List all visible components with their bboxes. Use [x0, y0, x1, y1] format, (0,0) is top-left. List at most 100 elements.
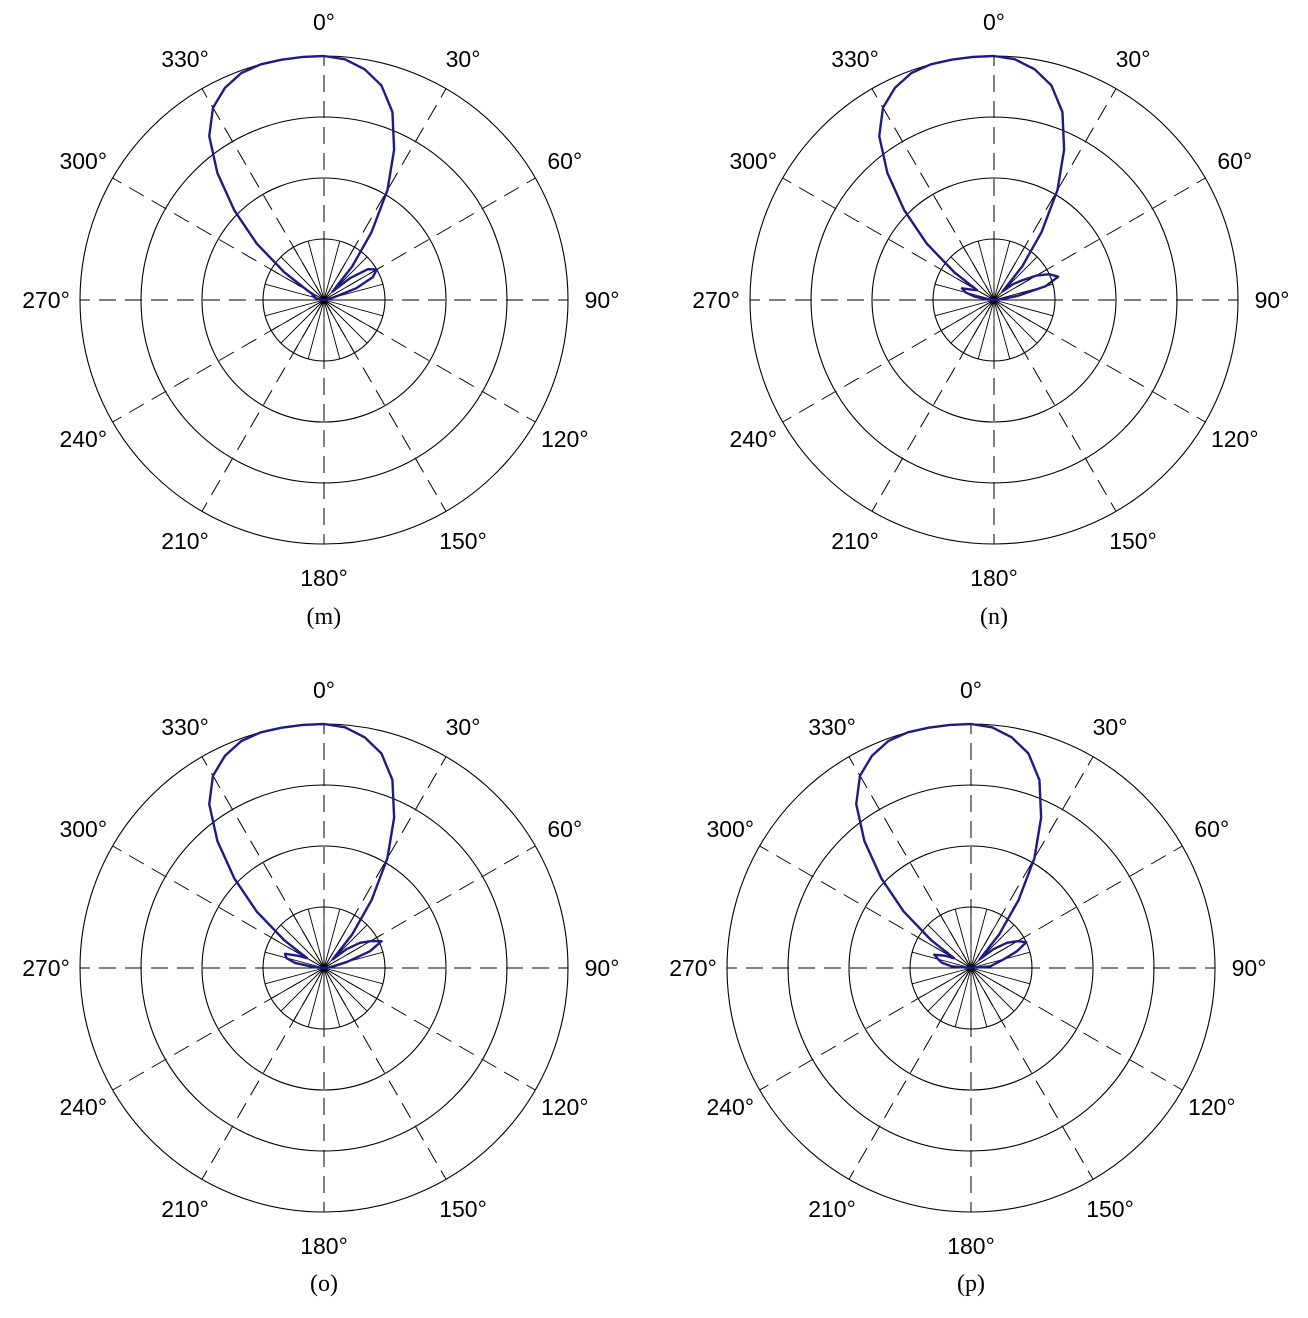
center-spoke-330	[293, 246, 325, 301]
center-spoke-15	[323, 240, 341, 301]
angle-tick-label: 90°	[585, 955, 620, 981]
angle-tick-label: 180°	[947, 1233, 995, 1259]
angle-tick-label: 150°	[439, 528, 487, 554]
angle-tick-label: 90°	[1232, 955, 1267, 981]
center-spoke-15	[970, 908, 988, 969]
angle-tick-label: 150°	[1109, 528, 1157, 554]
center-spoke-105	[323, 299, 384, 317]
center-spoke-330	[293, 914, 325, 969]
center-spoke-330	[940, 914, 972, 969]
angle-tick-label: 30°	[446, 46, 481, 72]
center-spoke-30	[993, 246, 1025, 301]
center-spoke-135	[323, 299, 368, 344]
panel-caption: (o)	[310, 1271, 338, 1297]
center-spoke-225	[280, 299, 325, 344]
angle-tick-label: 330°	[161, 46, 209, 72]
center-spoke-135	[970, 967, 1015, 1012]
angle-tick-label: 0°	[983, 9, 1005, 35]
angle-tick-label: 300°	[59, 148, 107, 174]
panel-caption: (n)	[980, 604, 1008, 630]
center-spoke-225	[950, 299, 995, 344]
center-spoke-240	[940, 299, 995, 331]
angle-tick-label: 180°	[970, 565, 1018, 591]
center-spoke-195	[307, 967, 325, 1028]
center-spoke-45	[323, 256, 368, 301]
angle-tick-label: 120°	[541, 1094, 589, 1120]
angle-tick-label: 0°	[313, 677, 335, 703]
center-spoke-30	[970, 914, 1002, 969]
center-spoke-345	[977, 240, 995, 301]
angle-tick-label: 30°	[446, 714, 481, 740]
center-spoke-315	[280, 256, 325, 301]
center-spoke-240	[270, 299, 325, 331]
angle-tick-label: 330°	[831, 46, 879, 72]
angle-tick-label: 60°	[547, 148, 582, 174]
center-spoke-300	[270, 937, 325, 969]
angle-tick-label: 270°	[669, 955, 717, 981]
center-spoke-150	[993, 299, 1025, 354]
angle-tick-label: 180°	[300, 1233, 348, 1259]
angle-tick-label: 270°	[22, 955, 70, 981]
angle-tick-label: 60°	[1217, 148, 1252, 174]
angle-tick-label: 270°	[692, 287, 740, 313]
angle-tick-label: 330°	[808, 714, 856, 740]
angle-tick-label: 300°	[59, 816, 107, 842]
radiation-pattern-line	[855, 722, 1043, 970]
center-spoke-120	[323, 299, 378, 331]
center-spoke-150	[323, 967, 355, 1022]
center-spoke-45	[993, 256, 1038, 301]
angle-tick-label: 300°	[706, 816, 754, 842]
angle-tick-label: 210°	[161, 1196, 209, 1222]
center-spoke-345	[307, 240, 325, 301]
center-spoke-315	[950, 256, 995, 301]
center-spoke-30	[323, 914, 355, 969]
center-spoke-195	[307, 299, 325, 360]
center-spoke-315	[280, 924, 325, 969]
center-spoke-165	[323, 967, 341, 1028]
center-spoke-225	[280, 967, 325, 1012]
center-spoke-300	[917, 937, 972, 969]
angle-tick-label: 60°	[547, 816, 582, 842]
angle-tick-label: 120°	[541, 426, 589, 452]
panel-caption: (p)	[957, 1271, 985, 1297]
center-spoke-105	[323, 967, 384, 985]
angle-tick-label: 180°	[300, 565, 348, 591]
grid-ring-2	[201, 845, 447, 1091]
angle-tick-label: 240°	[706, 1094, 754, 1120]
center-spoke-315	[927, 924, 972, 969]
center-spoke-210	[293, 299, 325, 354]
center-spoke-15	[993, 240, 1011, 301]
center-spoke-120	[993, 299, 1048, 331]
center-spoke-30	[323, 246, 355, 301]
center-spoke-210	[963, 299, 995, 354]
center-spoke-210	[940, 967, 972, 1022]
radiation-pattern-line	[878, 54, 1066, 302]
angle-tick-label: 90°	[1255, 287, 1290, 313]
center-spoke-225	[927, 967, 972, 1012]
angle-tick-label: 210°	[831, 528, 879, 554]
center-spoke-105	[970, 967, 1031, 985]
angle-tick-label: 240°	[59, 1094, 107, 1120]
angle-tick-label: 30°	[1093, 714, 1128, 740]
center-spoke-255	[264, 967, 325, 985]
angle-tick-label: 0°	[960, 677, 982, 703]
center-spoke-345	[954, 908, 972, 969]
angle-tick-label: 30°	[1116, 46, 1151, 72]
angle-tick-label: 150°	[439, 1196, 487, 1222]
center-spoke-150	[970, 967, 1002, 1022]
center-spoke-120	[970, 967, 1025, 999]
center-spoke-135	[323, 967, 368, 1012]
center-spoke-300	[940, 269, 995, 301]
angle-tick-label: 0°	[313, 9, 335, 35]
angle-tick-label: 330°	[161, 714, 209, 740]
center-spoke-195	[977, 299, 995, 360]
center-spoke-285	[911, 951, 972, 969]
center-spoke-165	[323, 299, 341, 360]
center-spoke-45	[970, 924, 1015, 969]
angle-tick-label: 120°	[1188, 1094, 1236, 1120]
